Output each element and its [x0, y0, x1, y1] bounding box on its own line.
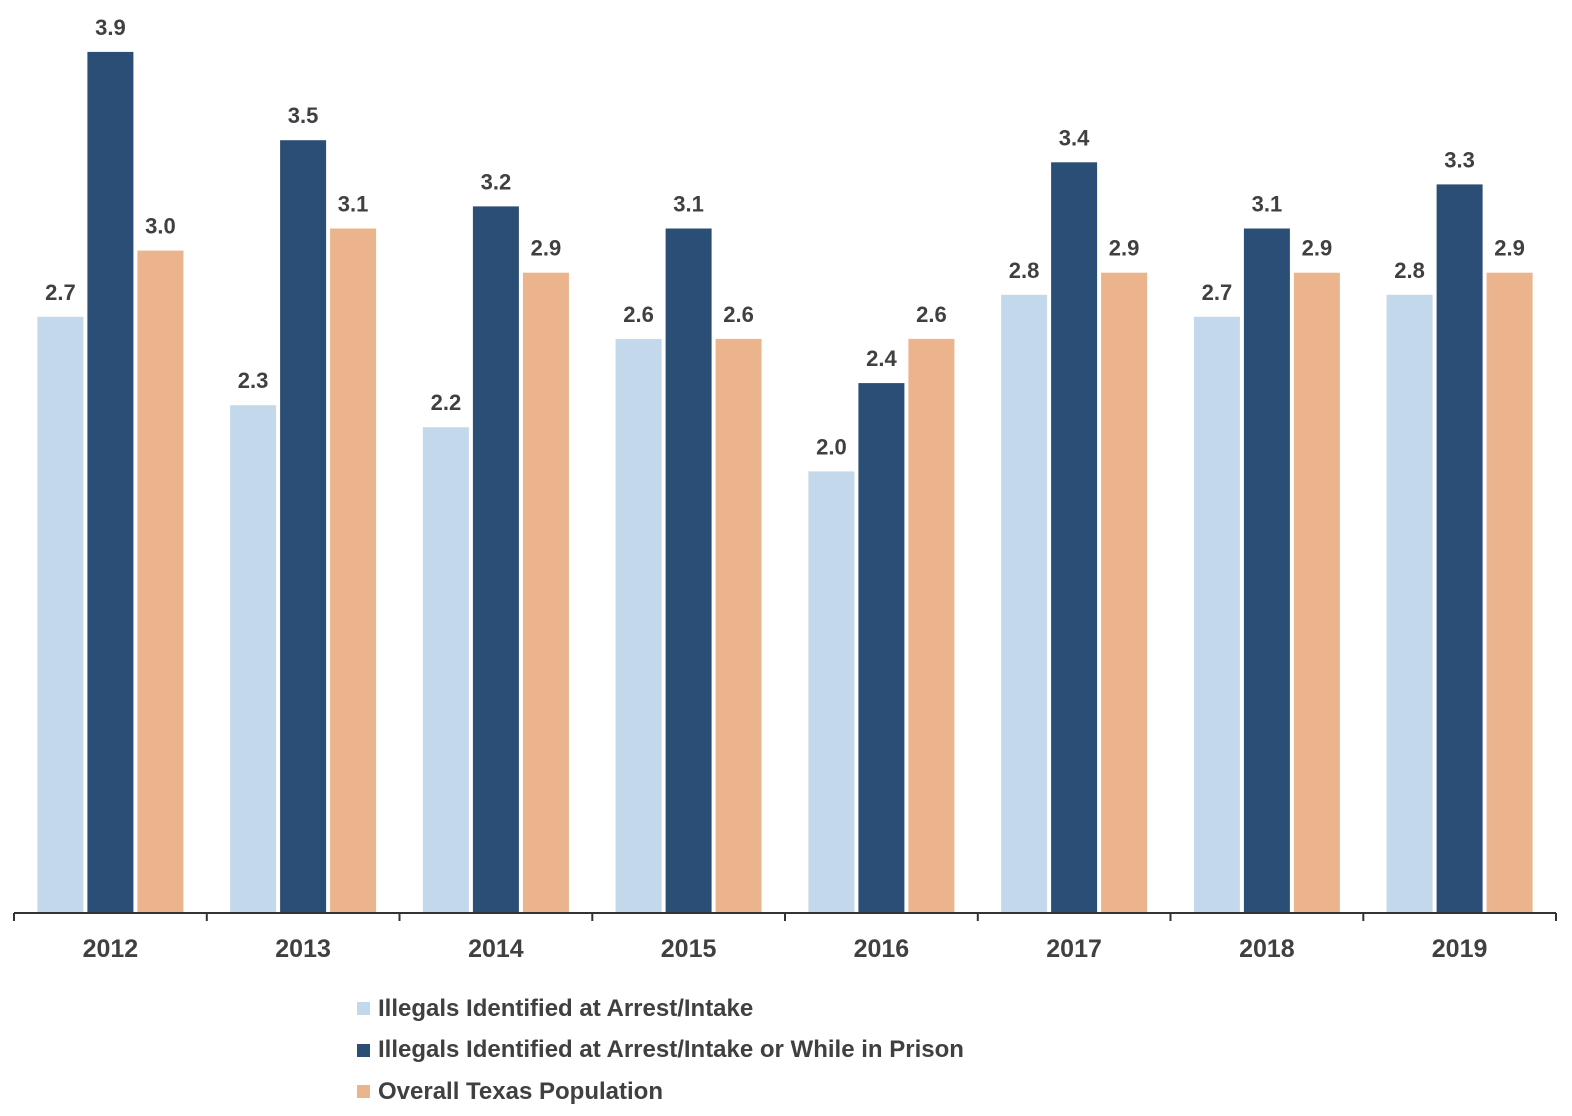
legend-swatch-overall-texas [357, 1085, 370, 1099]
value-label-arrest-intake-or-prison-2014: 3.2 [481, 169, 512, 194]
bar-arrest-intake-or-prison-2015 [665, 228, 712, 913]
legend-swatch-arrest-intake-or-prison [357, 1043, 370, 1057]
value-labels-layer: 2.7 3.9 3.0 2.3 3.5 3.1 2.2 3.2 2.9 2.6 3.1 2.6 2.0 2… [45, 15, 1525, 459]
value-label-overall-texas-2014: 2.9 [531, 236, 562, 261]
bar-arrest-intake-2014 [422, 427, 469, 913]
value-label-overall-texas-2018: 2.9 [1302, 236, 1333, 261]
bar-overall-texas-2015 [715, 338, 762, 913]
value-label-arrest-intake-2013: 2.3 [238, 368, 269, 393]
value-label-overall-texas-2016: 2.6 [916, 302, 947, 327]
value-label-arrest-intake-or-prison-2012: 3.9 [95, 15, 126, 40]
x-tick-label-2017: 2017 [1046, 935, 1102, 963]
bar-overall-texas-2014 [522, 272, 569, 913]
value-label-arrest-intake-or-prison-2019: 3.3 [1444, 147, 1475, 172]
legend-item-arrest-intake-or-prison: Illegals Identified at Arrest/Intake or … [357, 1030, 964, 1072]
bar-arrest-intake-or-prison-2014 [472, 206, 519, 913]
value-label-arrest-intake-or-prison-2013: 3.5 [288, 103, 319, 128]
bar-overall-texas-2018 [1293, 272, 1340, 913]
value-label-overall-texas-2013: 3.1 [338, 192, 369, 217]
bar-arrest-intake-2018 [1193, 316, 1240, 913]
value-label-overall-texas-2015: 2.6 [723, 302, 754, 327]
value-label-arrest-intake-or-prison-2016: 2.4 [866, 346, 897, 371]
legend-label-arrest-intake: Illegals Identified at Arrest/Intake [378, 994, 754, 1022]
bars-layer [37, 51, 1533, 914]
bar-arrest-intake-or-prison-2019 [1436, 184, 1483, 913]
legend-label-overall-texas: Overall Texas Population [378, 1077, 663, 1105]
x-tick-label-2012: 2012 [83, 935, 139, 963]
bar-overall-texas-2012 [137, 250, 184, 914]
bar-arrest-intake-or-prison-2018 [1243, 228, 1290, 913]
bar-arrest-intake-or-prison-2013 [280, 140, 327, 913]
x-tick-label-2014: 2014 [468, 935, 524, 963]
value-label-arrest-intake-2017: 2.8 [1009, 258, 1040, 283]
bar-arrest-intake-or-prison-2012 [87, 51, 134, 913]
bar-arrest-intake-2016 [808, 471, 855, 913]
bar-arrest-intake-2019 [1386, 294, 1433, 913]
value-label-arrest-intake-2015: 2.6 [623, 302, 654, 327]
value-label-arrest-intake-2014: 2.2 [431, 390, 462, 415]
value-label-arrest-intake-or-prison-2017: 3.4 [1059, 125, 1090, 150]
value-label-arrest-intake-2012: 2.7 [45, 280, 76, 305]
value-label-arrest-intake-or-prison-2018: 3.1 [1252, 192, 1283, 217]
x-tick-label-2015: 2015 [661, 935, 717, 963]
bar-arrest-intake-2012 [37, 316, 84, 913]
bar-overall-texas-2016 [908, 338, 955, 913]
bar-overall-texas-2019 [1486, 272, 1533, 913]
value-label-overall-texas-2017: 2.9 [1109, 236, 1140, 261]
x-tick-label-2013: 2013 [275, 935, 331, 963]
bar-arrest-intake-or-prison-2016 [858, 383, 905, 914]
legend: Illegals Identified at Arrest/Intake Ill… [357, 988, 964, 1113]
x-tick-label-2019: 2019 [1432, 935, 1488, 963]
bar-arrest-intake-2017 [1001, 294, 1048, 913]
value-label-arrest-intake-2019: 2.8 [1394, 258, 1425, 283]
value-label-overall-texas-2019: 2.9 [1494, 236, 1525, 261]
legend-item-arrest-intake: Illegals Identified at Arrest/Intake [357, 988, 964, 1030]
bar-arrest-intake-2015 [615, 338, 662, 913]
legend-item-overall-texas: Overall Texas Population [357, 1071, 964, 1113]
value-label-arrest-intake-2016: 2.0 [816, 434, 847, 459]
x-tick-label-2018: 2018 [1239, 935, 1295, 963]
bar-arrest-intake-or-prison-2017 [1051, 162, 1098, 914]
bar-overall-texas-2017 [1101, 272, 1148, 913]
bar-chart: 2.7 3.9 3.0 2.3 3.5 3.1 2.2 3.2 2.9 2.6 3.1 2.6 2.0 2… [13, 15, 1557, 963]
bar-overall-texas-2013 [330, 228, 377, 913]
bar-arrest-intake-2013 [230, 405, 277, 913]
value-label-arrest-intake-2018: 2.7 [1202, 280, 1233, 305]
x-axis-ticks-layer: 2012 2013 2014 2015 2016 2017 2018 2019 [13, 913, 1557, 963]
legend-label-arrest-intake-or-prison: Illegals Identified at Arrest/Intake or … [378, 1036, 964, 1064]
legend-swatch-arrest-intake [357, 1002, 370, 1016]
value-label-overall-texas-2012: 3.0 [145, 214, 176, 239]
x-tick-label-2016: 2016 [854, 935, 910, 963]
value-label-arrest-intake-or-prison-2015: 3.1 [673, 192, 704, 217]
